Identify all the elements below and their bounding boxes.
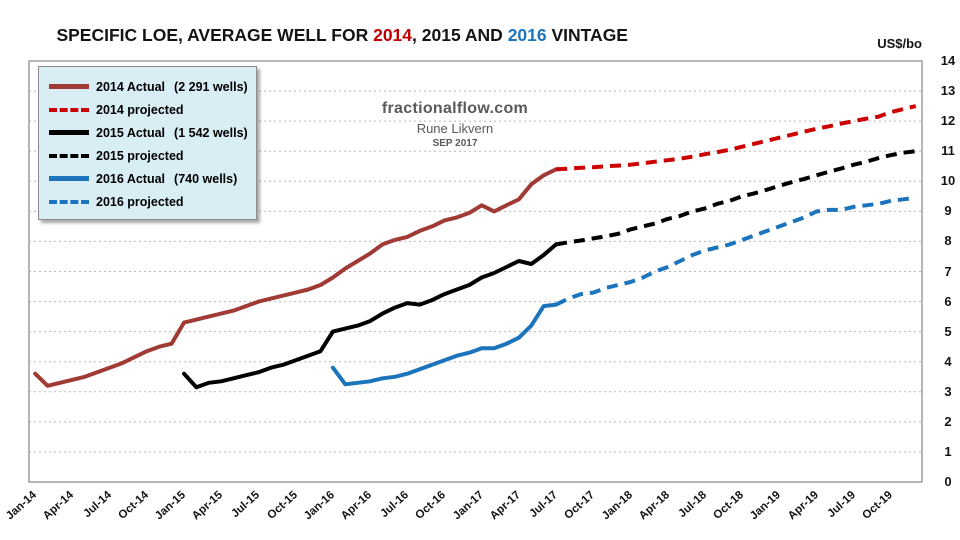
y-tick-label-7: 7 xyxy=(944,263,952,279)
y-tick-label-13: 13 xyxy=(940,83,956,99)
legend-swatch-2015-projected xyxy=(49,153,89,158)
y-tick-label-4: 4 xyxy=(944,353,952,369)
y-tick-label-12: 12 xyxy=(940,113,956,129)
legend-swatch-2016-actual xyxy=(49,176,89,181)
title-text-2: , 2015 AND xyxy=(412,25,508,45)
legend-item-2016-projected: 2016 projected xyxy=(49,190,246,213)
legend-box: 2014 Actual (2 291 wells) 2014 projected… xyxy=(38,66,257,220)
legend-label: 2014 projected xyxy=(96,102,184,117)
y-tick-label-3: 3 xyxy=(944,383,952,399)
y-tick-label-8: 8 xyxy=(944,233,952,249)
watermark: fractionalflow.com Rune Likvern SEP 2017 xyxy=(335,100,575,149)
legend-item-2014-projected: 2014 projected xyxy=(49,98,246,121)
legend-swatch-2016-projected xyxy=(49,199,89,204)
series-line-2014-actual-2-291-wells xyxy=(33,167,559,388)
y-tick-label-2: 2 xyxy=(944,413,952,429)
legend-item-2015-actual: 2015 Actual (1 542 wells) xyxy=(49,121,248,144)
y-tick-label-11: 11 xyxy=(941,143,955,159)
legend-detail: (1 542 wells) xyxy=(174,125,248,140)
title-text-1: SPECIFIC LOE, AVERAGE WELL FOR xyxy=(56,25,374,45)
legend-item-2014-actual: 2014 Actual (2 291 wells) xyxy=(49,75,248,98)
legend-label: 2016 Actual xyxy=(96,171,166,186)
watermark-date: SEP 2017 xyxy=(432,138,478,149)
series-line-2015-projected xyxy=(555,149,917,247)
page-title: SPECIFIC LOE, AVERAGE WELL FOR 2014, 201… xyxy=(37,4,628,67)
legend-detail: (2 291 wells) xyxy=(174,79,248,94)
y-tick-label-14: 14 xyxy=(940,53,956,68)
legend-swatch-2015-actual xyxy=(49,130,89,135)
legend-label: 2015 projected xyxy=(96,148,184,163)
legend-detail: (740 wells) xyxy=(174,171,238,186)
watermark-site: fractionalflow.com xyxy=(381,100,529,117)
legend-swatch-2014-actual xyxy=(49,84,89,89)
series-line-2016-actual-740-wells xyxy=(330,302,559,387)
legend-item-2016-actual: 2016 Actual (740 wells) xyxy=(49,167,246,190)
title-year-2016: 2016 xyxy=(507,25,547,45)
series-line-2014-projected xyxy=(556,104,917,172)
y-tick-label-6: 6 xyxy=(944,293,952,309)
legend-label: 2015 Actual xyxy=(96,125,166,140)
y-axis-unit-label: US$/bo xyxy=(877,36,922,51)
watermark-author: Rune Likvern xyxy=(416,121,494,136)
legend-swatch-2014-projected xyxy=(49,107,89,112)
legend-item-2015-projected: 2015 projected xyxy=(49,144,246,167)
series-line-2015-actual-1-542-wells xyxy=(182,242,559,390)
series-line-2016-projected xyxy=(555,195,917,307)
y-tick-label-9: 9 xyxy=(944,203,952,219)
y-tick-label-1: 1 xyxy=(944,443,952,459)
y-tick-label-0: 0 xyxy=(944,474,952,489)
y-tick-label-5: 5 xyxy=(944,323,952,339)
legend-label: 2014 Actual xyxy=(96,79,166,94)
legend-label: 2016 projected xyxy=(96,194,184,209)
y-tick-label-10: 10 xyxy=(940,173,956,189)
plot-frame xyxy=(28,60,923,483)
title-text-3: VINTAGE xyxy=(546,25,628,45)
title-year-2014: 2014 xyxy=(373,25,413,45)
